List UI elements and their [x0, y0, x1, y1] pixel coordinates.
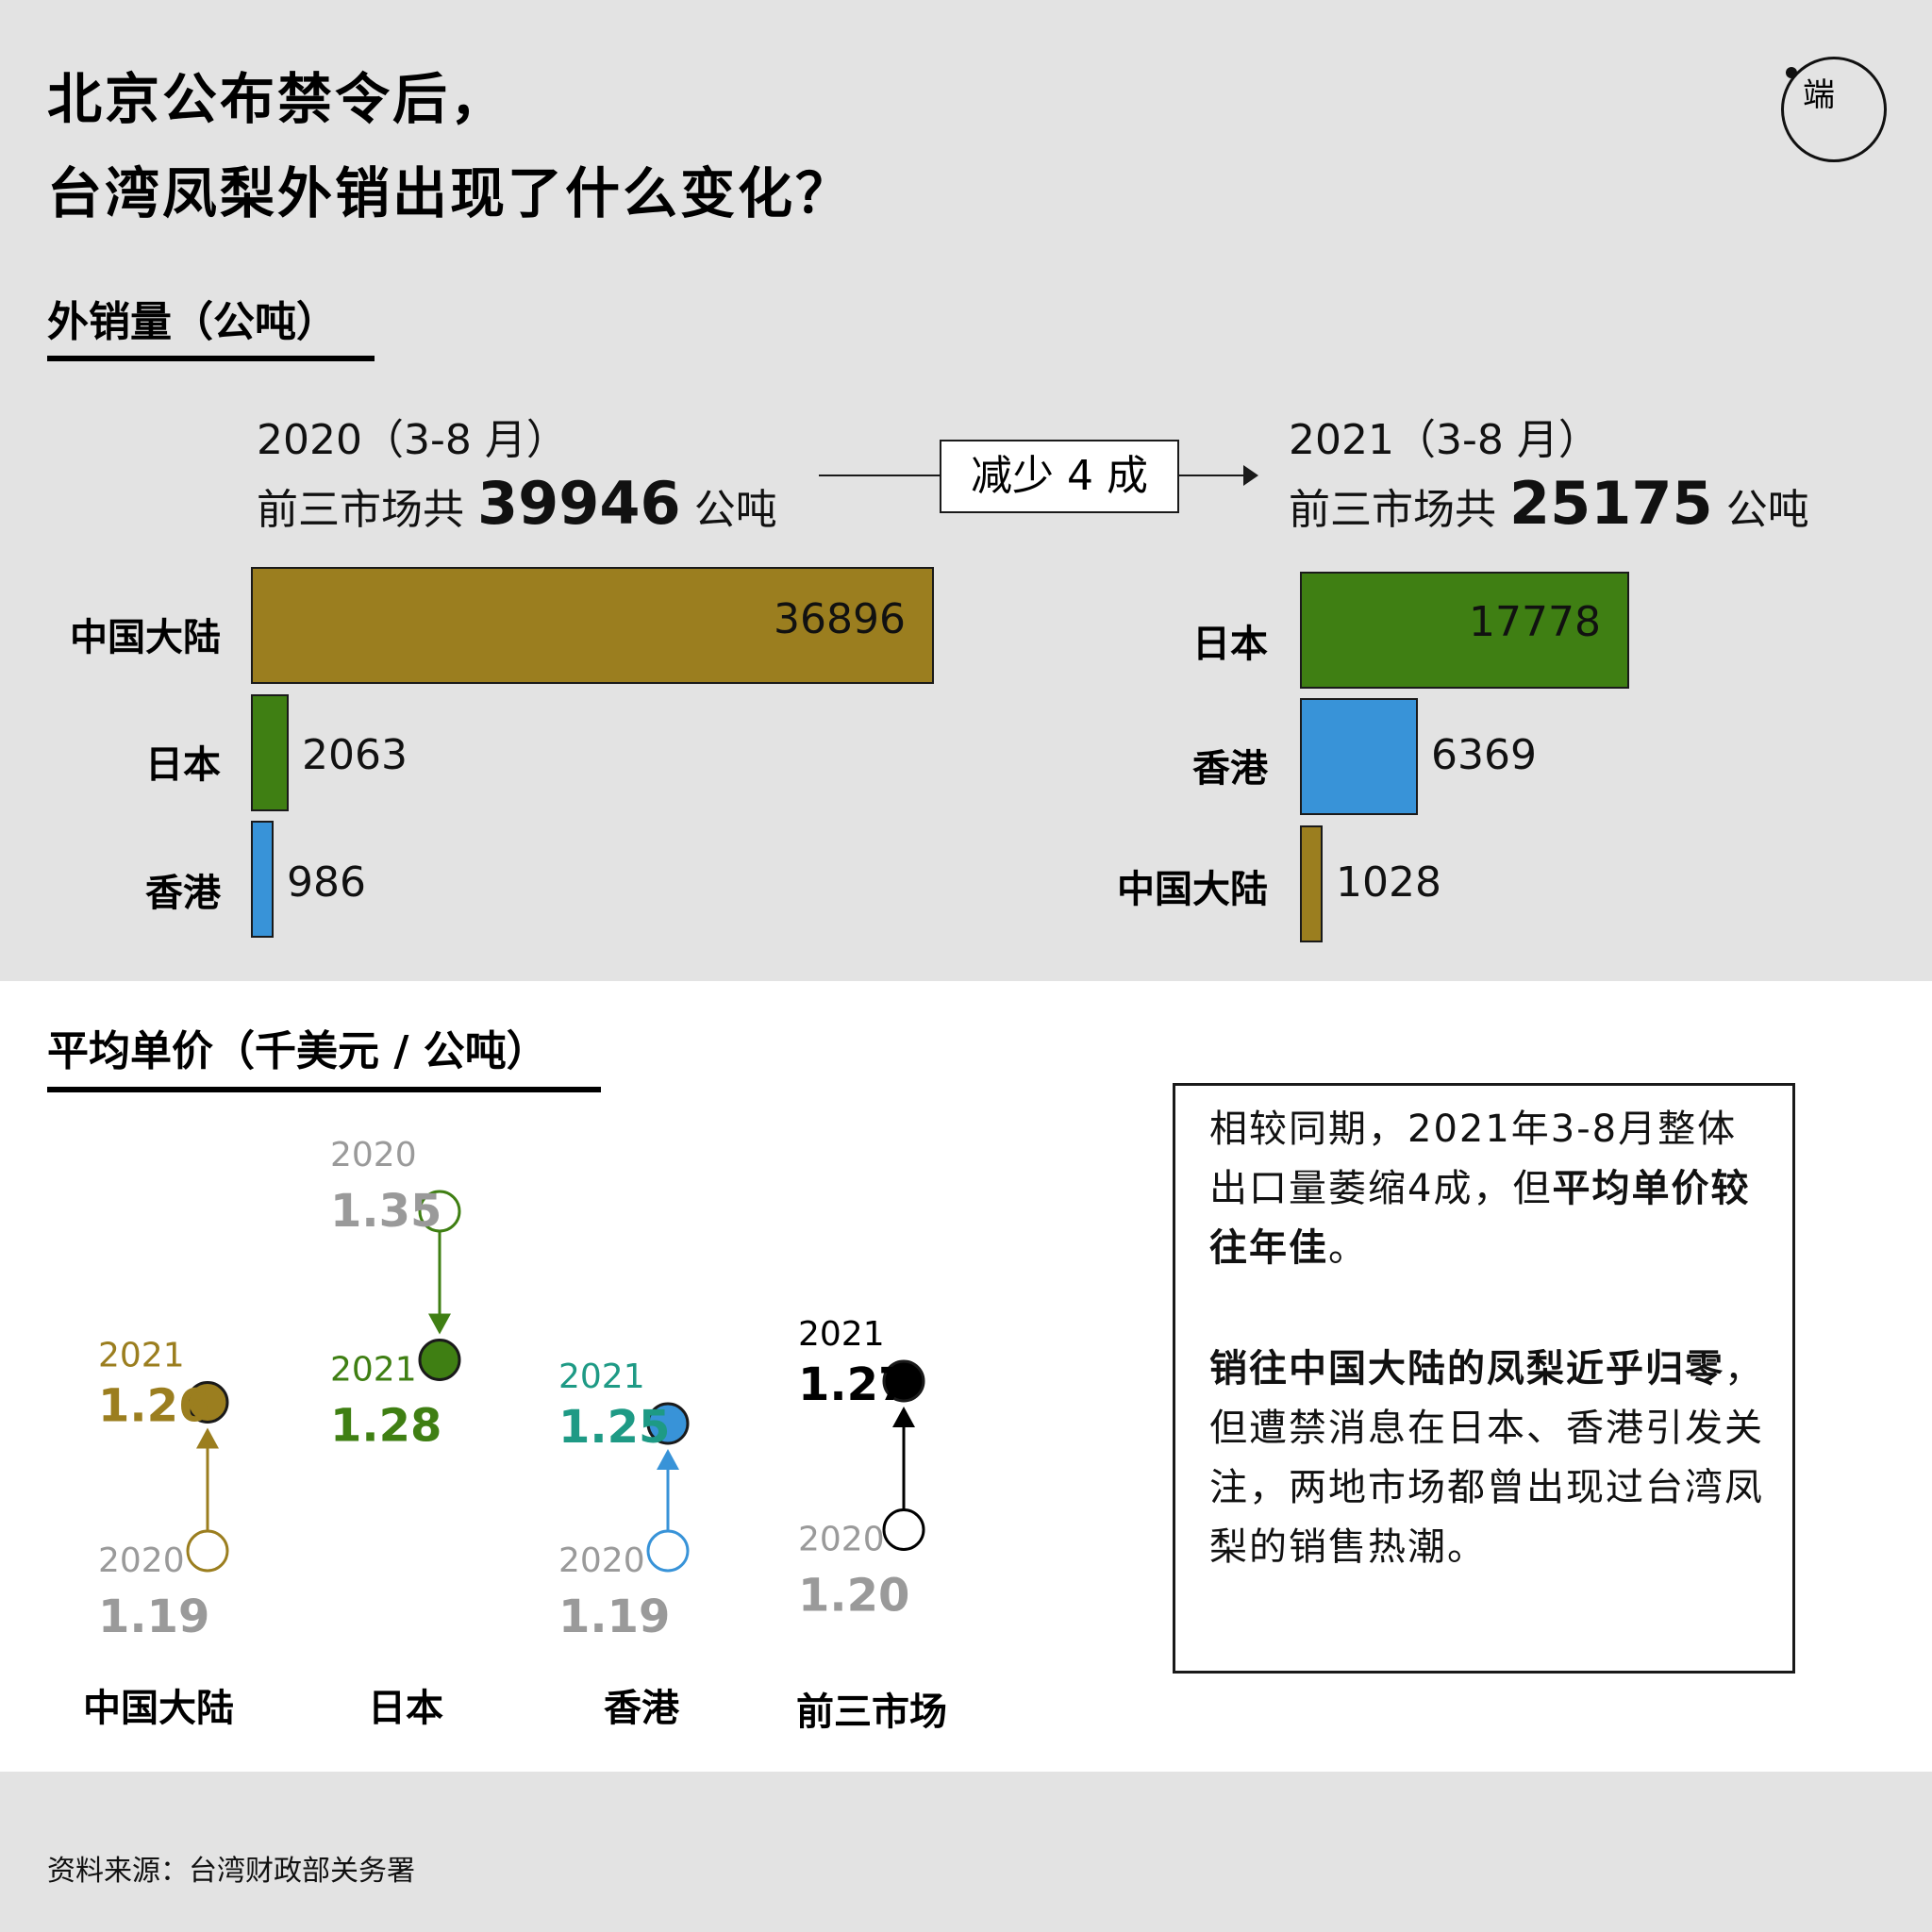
source-note: 资料来源：台湾财政部关务署 [47, 1855, 415, 1888]
volume-section-rule [47, 356, 375, 361]
note-paragraph-1: 相较同期，2021年3-8月整体出口量萎缩4成，但平均单价较往年佳。 [1209, 1108, 1751, 1270]
price-dot-2020 [646, 1529, 690, 1573]
decrease-label: 减少 4 成 [940, 440, 1179, 513]
volume-2021-value: 1028 [1336, 858, 1441, 907]
price-section-title: 平均单价（千美元 / 公吨） [47, 1027, 548, 1075]
volume-2020-value: 986 [287, 858, 366, 907]
volume-2021-bar [1300, 572, 1629, 689]
volume-2020-year-label: 2020（3-8 月） [257, 416, 568, 464]
volume-2021-cat-1: 香港 [1192, 747, 1268, 791]
price-dot-2020 [882, 1508, 925, 1551]
volume-2020-cat-1: 日本 [145, 743, 221, 787]
price-dot-2021 [646, 1402, 690, 1445]
volume-2020-cat-2: 香港 [145, 872, 221, 915]
price-value-2021: 1.27 [798, 1358, 909, 1411]
volume-2020-bar [251, 567, 934, 684]
brand-logo: 端 [1781, 57, 1887, 162]
price-market-label: 前三市场 [796, 1690, 947, 1734]
volume-2021-cat-2: 中国大陆 [1117, 868, 1268, 911]
volume-2021-bar [1300, 825, 1323, 942]
footer-background [0, 1772, 1932, 1932]
price-year-2021-label: 2021 [98, 1337, 185, 1375]
price-market-label: 香港 [604, 1687, 679, 1730]
price-arrow-icon [892, 1407, 915, 1427]
volume-2021-bar [1300, 698, 1418, 815]
volume-2020-value: 36896 [774, 595, 906, 643]
page-title-line-1: 北京公布禁令后， [47, 67, 508, 131]
price-value-2020: 1.20 [798, 1570, 909, 1623]
decrease-arrow-tail [819, 475, 940, 476]
price-value-2021: 1.26 [98, 1380, 209, 1433]
volume-2020-bar [251, 694, 289, 811]
price-value-2021: 1.28 [330, 1400, 441, 1453]
price-dot-plot: 2021 1.26 2020 1.19 2020 1.35 2021 1.28 2021 1.25… [98, 1136, 925, 1643]
brand-glyph: 端 [1803, 76, 1835, 114]
price-year-2021-label: 2021 [558, 1357, 645, 1396]
price-arrow-icon [657, 1449, 679, 1470]
price-year-2021-label: 2021 [798, 1315, 885, 1354]
price-value-2020: 1.19 [558, 1591, 670, 1643]
note-box [1173, 1083, 1795, 1674]
price-dot-2021 [882, 1359, 925, 1403]
price-dot-2020 [418, 1190, 461, 1233]
volume-2021-total: 前三市场共 25175 公吨 [1289, 469, 1809, 538]
volume-section-title: 外销量（公吨） [47, 298, 338, 346]
volume-2021-value: 6369 [1431, 731, 1537, 779]
price-value-2020: 1.35 [330, 1185, 441, 1238]
volume-2021-year-label: 2021（3-8 月） [1289, 416, 1600, 464]
note-paragraph-2: 销往中国大陆的凤梨近乎归零，但遭禁消息在日本、香港引发关注，两地市场都曾出现过台… [1209, 1347, 1764, 1569]
volume-2020-cat-0: 中国大陆 [70, 616, 221, 659]
volume-2020-total: 前三市场共 39946 公吨 [257, 469, 777, 538]
price-dot-2021 [418, 1339, 461, 1381]
price-year-2020-label: 2020 [798, 1521, 885, 1559]
price-dot-2020 [186, 1529, 229, 1573]
price-year-2021-label: 2021 [330, 1351, 417, 1390]
arrow-right-icon [1243, 465, 1258, 486]
logo-dot-icon [1786, 67, 1797, 78]
price-year-2020-label: 2020 [558, 1541, 645, 1580]
volume-2020-value: 2063 [302, 731, 408, 779]
price-arrow-icon [428, 1313, 451, 1335]
page-title-line-2: 台湾凤梨外销出现了什么变化？ [47, 161, 854, 225]
decrease-arrow-line [1179, 475, 1245, 476]
price-dot-2021 [186, 1381, 229, 1424]
volume-2021-value: 17778 [1469, 598, 1601, 646]
price-arrow-icon [196, 1427, 219, 1449]
volume-2020-bar [251, 821, 274, 938]
price-market-label: 中国大陆 [83, 1687, 234, 1730]
volume-2021-cat-0: 日本 [1192, 623, 1268, 666]
price-section-rule [47, 1087, 601, 1092]
price-year-2020-label: 2020 [330, 1136, 417, 1174]
price-year-2020-label: 2020 [98, 1541, 185, 1580]
price-value-2020: 1.19 [98, 1591, 209, 1643]
price-value-2021: 1.25 [558, 1401, 670, 1454]
price-market-label: 日本 [368, 1687, 443, 1730]
